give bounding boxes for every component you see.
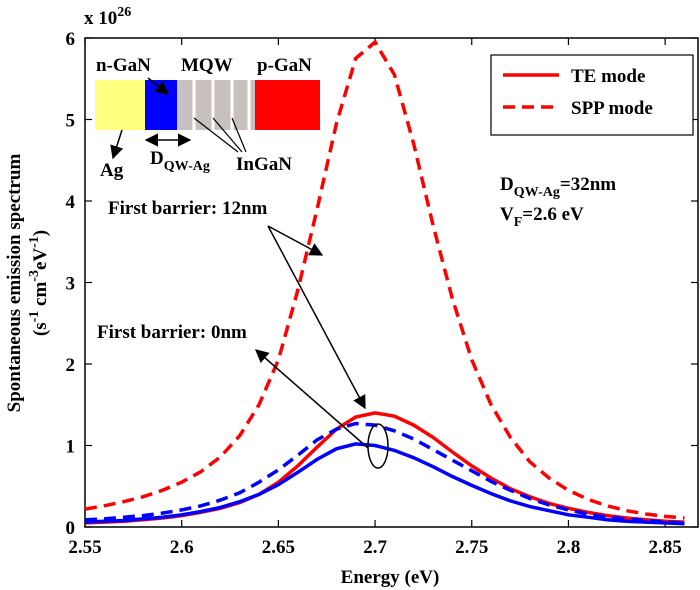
- text-part: V: [500, 204, 514, 225]
- axis-multiplier: x 1026: [84, 5, 131, 29]
- y-tick-label: 4: [66, 192, 76, 213]
- superscript: -3: [27, 270, 42, 282]
- inset-label: Ag: [100, 160, 124, 181]
- plot: 2.55 2.6 2.65 2.7 2.75 2.8 2.85 0 1 2 3 4 5 6: [66, 29, 699, 558]
- x-axis-label: Energy (eV): [341, 567, 440, 588]
- x-tick-label: 2.8: [557, 537, 581, 558]
- subscript: F: [514, 215, 523, 230]
- legend-label: SPP mode: [571, 98, 653, 119]
- x-tick-label: 2.6: [170, 537, 194, 558]
- p-gan-layer: [255, 80, 320, 130]
- annotation: DQW-Ag=32nm: [500, 174, 616, 200]
- superscript: -1: [27, 311, 42, 323]
- data-line: [84, 442, 685, 526]
- ellipse: [367, 423, 389, 469]
- legend: TE mode SPP mode: [490, 54, 694, 136]
- arrow: [147, 77, 170, 95]
- legend-box: [490, 54, 694, 136]
- pointer: [193, 117, 239, 153]
- y-tick-label: 1: [66, 437, 76, 458]
- x-tick-label: 2.75: [455, 537, 488, 558]
- x-tick-label: 2.85: [649, 537, 682, 558]
- x-tick-label: 2.65: [262, 537, 295, 558]
- text-part: D: [500, 174, 514, 195]
- annotation-arrows: [254, 225, 389, 469]
- y-tick-label: 5: [66, 111, 76, 132]
- y-axis-label: Spontaneous emission spectrum: [4, 154, 25, 413]
- annotation: VF=2.6 eV: [500, 204, 584, 230]
- arrow: [267, 225, 366, 410]
- inset-label: MQW: [181, 55, 233, 76]
- superscript: -1: [27, 236, 42, 248]
- pointer: [231, 117, 247, 153]
- y-axis-units: (s-1 cm-3eV-1): [27, 230, 51, 336]
- inset-label: InGaN: [236, 154, 292, 175]
- inset-label: n-GaN: [96, 55, 151, 76]
- text-part: ): [30, 230, 51, 236]
- arrow: [110, 129, 124, 160]
- text-part: =32nm: [560, 174, 616, 195]
- inset-label: p-GaN: [257, 55, 312, 76]
- pointer: [212, 117, 243, 153]
- text-part: cm: [30, 282, 51, 311]
- y-tick-label: 6: [66, 29, 76, 50]
- text-part: x 10: [84, 8, 117, 29]
- annotation: First barrier: 0nm: [97, 322, 247, 343]
- data-line: [84, 39, 685, 520]
- text-part: D: [150, 148, 164, 169]
- text-part: =2.6 eV: [522, 204, 584, 225]
- y-tick-label: 2: [66, 355, 76, 376]
- y-tick-label: 0: [66, 518, 76, 539]
- legend-label: TE mode: [571, 66, 645, 87]
- subscript: QW-Ag: [164, 159, 210, 174]
- data-line: [84, 421, 685, 525]
- ag-layer: [95, 80, 145, 130]
- arrow: [267, 225, 324, 256]
- subscript: QW-Ag: [514, 185, 560, 200]
- text-part: eV: [30, 248, 51, 270]
- x-tick-label: 2.55: [68, 537, 101, 558]
- y-tick-label: 3: [66, 274, 76, 295]
- superscript: 26: [117, 5, 131, 20]
- text-part: (s: [30, 322, 51, 336]
- inset-diagram: n-GaN MQW p-GaN Ag InGaN DQW-Ag: [95, 55, 320, 181]
- inset-label: DQW-Ag: [150, 148, 210, 174]
- arrow: [254, 349, 369, 449]
- annotation: First barrier: 12nm: [108, 198, 268, 219]
- x-tick-label: 2.7: [363, 537, 387, 558]
- mqw-layer: [177, 80, 255, 130]
